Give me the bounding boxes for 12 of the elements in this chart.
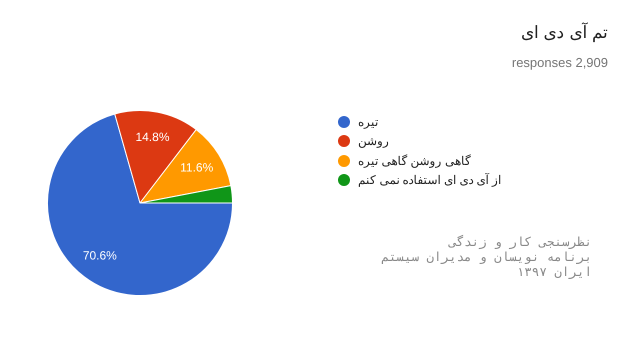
data-label: 11.6% [180, 160, 214, 174]
text: نظرسنجی کار و زندگی [447, 236, 592, 251]
legend-label: گاهی روشن گاهی تیره [358, 154, 472, 168]
legend-label: از آی دی ای استفاده نمی کنم [358, 173, 502, 188]
legend-label: روشن [358, 134, 389, 148]
text: ایران ۱۳۹۷ [516, 266, 592, 281]
data-label: 70.6% [82, 248, 118, 262]
text: برنامه نویسان و مدیران سیستم [381, 251, 592, 266]
data-label: 14.8% [135, 130, 170, 144]
legend-label: تیره [358, 114, 378, 129]
text: responses 2,909 [512, 55, 608, 70]
text: تم آی دی ای [520, 22, 608, 43]
